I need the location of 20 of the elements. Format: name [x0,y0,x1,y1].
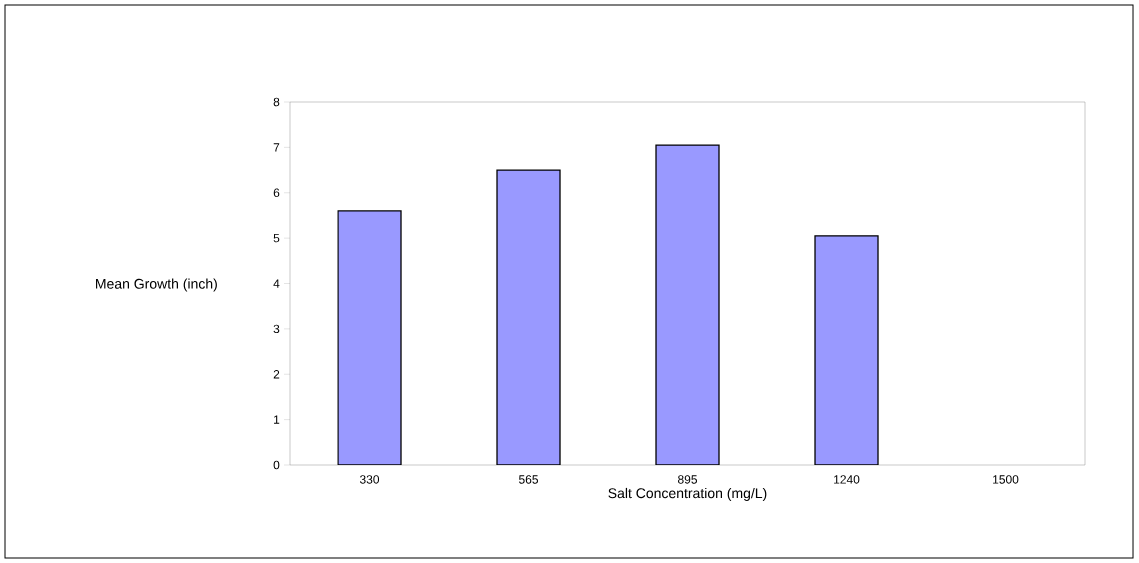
bar [655,144,720,465]
x-tick-label: 330 [359,475,380,484]
y-tick-label: 1 [274,415,280,424]
y-axis-title: Mean Growth (inch) [96,278,217,292]
bar [814,235,879,465]
y-tick-label: 7 [273,143,280,152]
x-tick-label: 565 [518,475,539,484]
x-tick-label: 895 [678,475,698,484]
y-tick-label: 2 [273,370,280,379]
y-tick-label: 3 [273,324,280,334]
y-tick-label: 0 [273,460,280,470]
y-tick-label: 8 [273,97,280,107]
x-tick-label: 1240 [834,475,860,484]
x-axis-title: Salt Concentration (mg/L) [608,487,767,501]
bar [337,210,402,465]
y-tick-label: 4 [273,279,280,288]
x-tick-label: 1500 [993,475,1019,484]
y-tick-label: 6 [273,188,280,197]
bar [496,169,561,465]
y-tick-label: 5 [273,233,280,243]
